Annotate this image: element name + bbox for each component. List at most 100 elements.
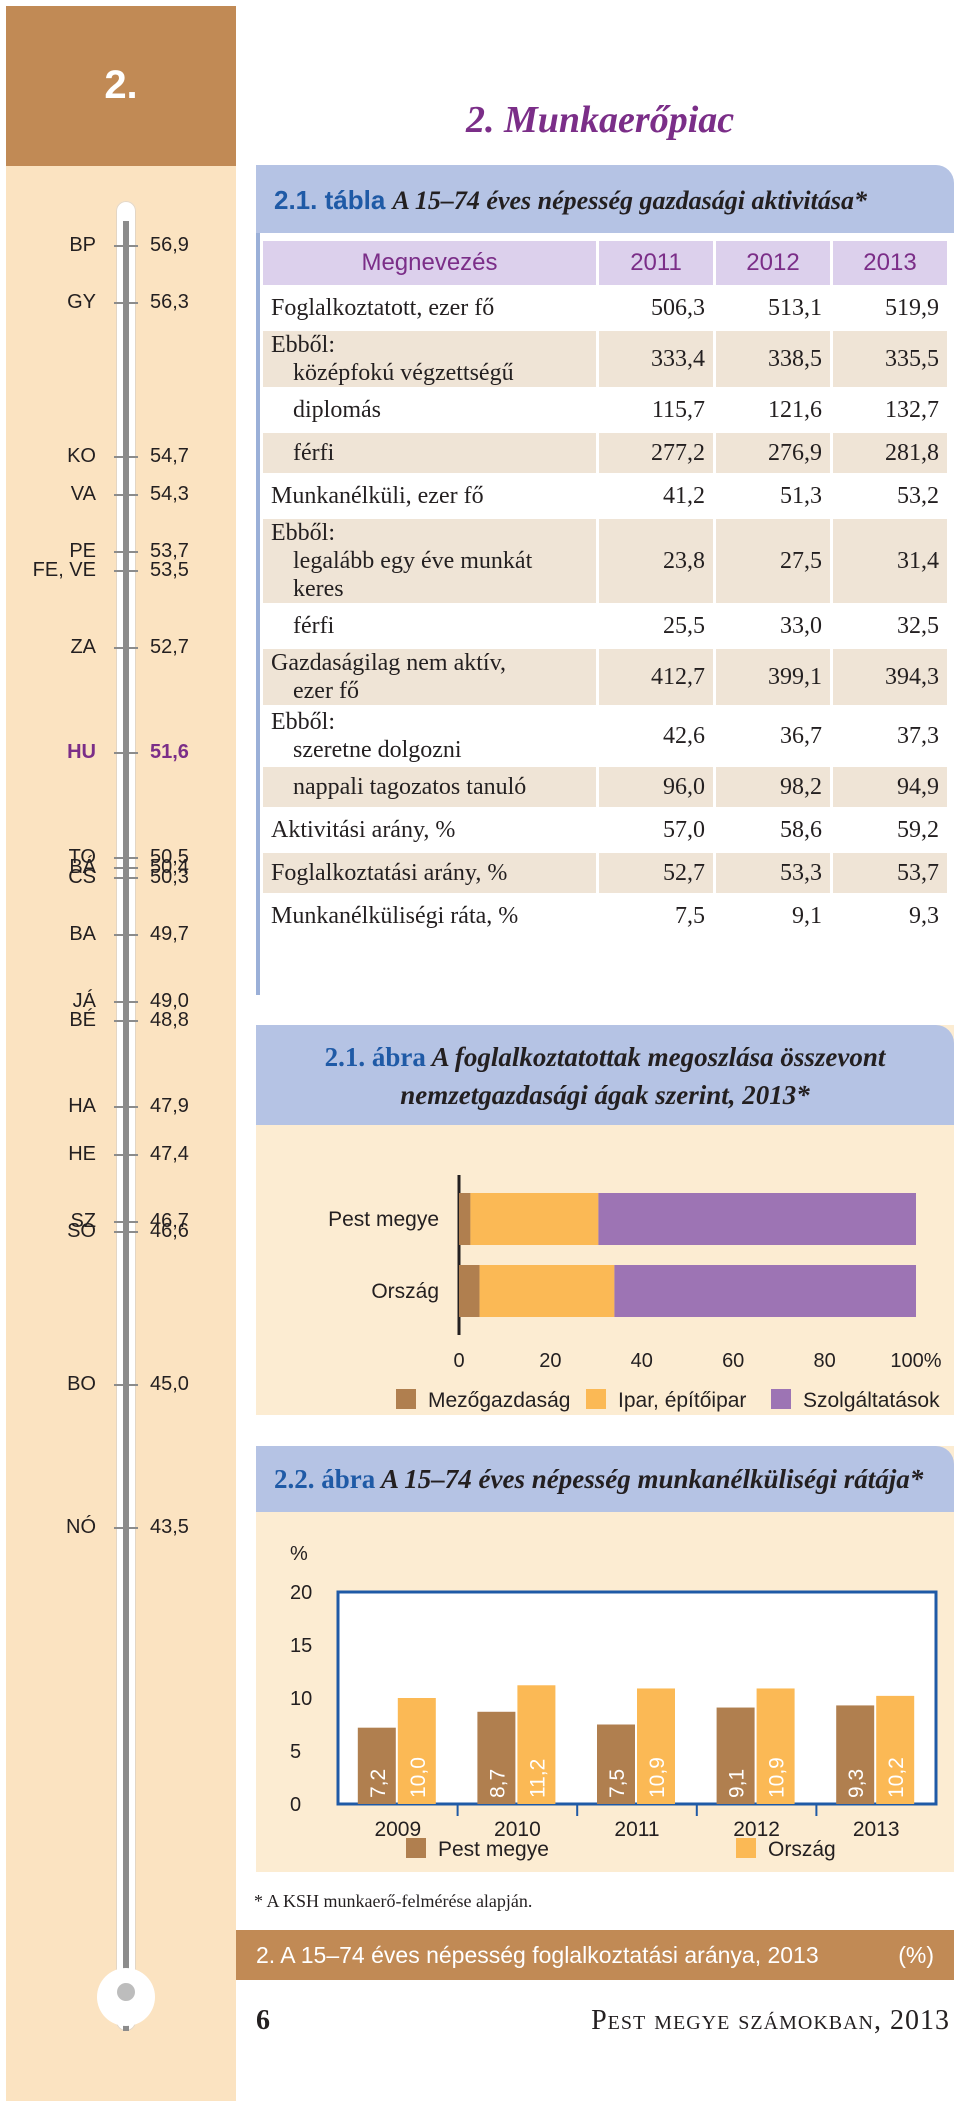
row-label-line: Ebből:: [271, 332, 335, 358]
table-row: Ebből: szeretne dolgozni 42,6 36,7 37,3: [263, 708, 947, 764]
thermometer-mark: TO 50,5: [6, 846, 236, 870]
bar-segment: [459, 1265, 480, 1317]
legend-swatch: [396, 1389, 416, 1409]
bar: [397, 1698, 436, 1804]
tick-mark: [114, 1106, 138, 1109]
cell: 51,3: [780, 482, 822, 509]
figure-2-1: 2.1. ábra A foglalkoztatottak megoszlása…: [256, 1025, 954, 1415]
tick-mark: [114, 570, 138, 573]
header-2013: 2013: [833, 241, 947, 285]
county-value: 49,0: [150, 990, 189, 1013]
row-label-line: szeretne dolgozni: [293, 737, 462, 763]
cell: 277,2: [599, 433, 713, 473]
county-code: CS: [68, 865, 96, 888]
legend-swatch: [586, 1389, 606, 1409]
tick-mark: [114, 857, 138, 860]
category-label: Ország: [371, 1280, 439, 1303]
row-label: nappali tagozatos tanuló: [263, 767, 596, 807]
bar-value-label: 7,5: [606, 1769, 629, 1798]
figure-2-2-title: 2.2. ábra A 15–74 éves népesség munkanél…: [274, 1460, 923, 1498]
table-title-text: A 15–74 éves népesség gazdasági aktivitá…: [392, 186, 867, 215]
county-code: HE: [68, 1143, 96, 1166]
tick-mark: [114, 455, 138, 458]
table-row: Ebből: középfokú végzettségű 333,4 338,5 …: [263, 331, 947, 387]
county-value: 46,7: [150, 1210, 189, 1233]
x-tick-label: 100%: [890, 1350, 941, 1372]
cell: 31,4: [833, 519, 947, 603]
thermometer-mark: BO 45,0: [6, 1373, 236, 1397]
row-label: Ebből: legalább egy éve munkát keres: [263, 519, 596, 603]
row-label: Ebből: szeretne dolgozni: [263, 708, 596, 764]
bar: [716, 1707, 755, 1804]
county-code: SZ: [70, 1210, 96, 1233]
tick-mark: [114, 1230, 138, 1233]
cell: 335,5: [833, 331, 947, 387]
cell: 7,5: [675, 902, 705, 929]
row-label-line: keres: [293, 576, 344, 602]
sidebar: 2. BP 56,9 GY 56,3 KO 54,7 VA 54,3 PE 53,7 FE, VE 5…: [6, 6, 236, 2101]
figure-2-1-title-line2: nemzetgazdasági ágak szerint, 2013*: [400, 1080, 810, 1110]
x-tick-label: 2011: [614, 1818, 659, 1841]
tick-mark: [114, 551, 138, 554]
thermometer-mark: HU 51,6: [6, 741, 236, 765]
cell: 513,1: [768, 294, 822, 321]
thermometer-bulb-center: [117, 1983, 135, 2001]
table-row: Gazdaságilag nem aktív, ezer fő 412,7 399…: [263, 649, 947, 705]
thermometer-mark: NÓ 43,5: [6, 1516, 236, 1540]
page-title: 2. Munkaerőpiac: [466, 99, 735, 141]
cell: 32,5: [897, 612, 939, 639]
row-label: Foglalkoztatási arány, %: [263, 853, 596, 893]
legend-swatch: [406, 1838, 426, 1858]
thermometer-scale-line: [123, 221, 129, 2031]
row-label: férfi: [293, 612, 335, 639]
header-2011: 2011: [599, 241, 713, 285]
county-code: GY: [67, 291, 96, 314]
cell: 27,5: [716, 519, 830, 603]
table-title: 2.1. tábla A 15–74 éves népesség gazdasá…: [274, 185, 867, 216]
bar: [637, 1688, 675, 1804]
thermometer-mark: BA 49,7: [6, 923, 236, 947]
thermometer-mark: ZA 52,7: [6, 636, 236, 660]
bar-segment: [470, 1193, 599, 1245]
county-value: 47,9: [150, 1095, 189, 1118]
county-code: BO: [67, 1372, 96, 1395]
cell: 9,3: [909, 902, 939, 929]
county-code: NÓ: [66, 1516, 96, 1539]
figure-2-1-label: 2.1. ábra: [324, 1042, 426, 1072]
thermometer-caption-bar: 2. A 15–74 éves népesség foglalkoztatási…: [236, 1930, 954, 1980]
county-value: 43,5: [150, 1516, 189, 1539]
thermometer-mark: GY 56,3: [6, 291, 236, 315]
tick-mark: [114, 752, 138, 755]
bar: [357, 1727, 396, 1804]
cell: 132,7: [885, 396, 939, 423]
table-row: Foglalkoztatott, ezer fő 506,3 513,1 519…: [263, 288, 947, 328]
cell: 53,3: [716, 853, 830, 893]
bar-value-label: 10,9: [766, 1757, 789, 1798]
bar-value-label: 10,2: [885, 1757, 908, 1798]
x-tick-label: 2010: [494, 1818, 541, 1841]
cell: 42,6: [663, 722, 705, 749]
county-code: TO: [68, 846, 96, 869]
county-value: 48,8: [150, 1009, 189, 1032]
x-tick-label: 60: [722, 1350, 744, 1372]
row-label: Munkanélküli, ezer fő: [271, 482, 484, 509]
table-row: férfi 277,2 276,9 281,8: [263, 433, 947, 473]
row-label: diplomás: [293, 396, 381, 423]
cell: 33,0: [780, 612, 822, 639]
thermometer-mark: PE 53,7: [6, 540, 236, 564]
table-row: diplomás 115,7 121,6 132,7: [263, 390, 947, 430]
thermometer-mark: BÉ 48,8: [6, 1009, 236, 1033]
tick-mark: [114, 1527, 138, 1530]
figure-2-2-title-text: A 15–74 éves népesség munkanélküliségi r…: [381, 1464, 924, 1494]
county-code: BÁ: [69, 856, 96, 879]
row-label-line: ezer fő: [293, 678, 359, 704]
legend-label: Mezőgazdaság: [428, 1389, 570, 1412]
row-label-line: Ebből:: [271, 520, 335, 546]
bar-segment: [598, 1193, 916, 1245]
cell: 9,1: [792, 902, 822, 929]
legend-label: Pest megye: [438, 1838, 549, 1861]
county-value: 51,6: [150, 741, 189, 764]
county-value: 50,4: [150, 856, 189, 879]
x-tick-label: 2012: [733, 1818, 780, 1841]
row-label-line: Gazdaságilag nem aktív,: [271, 650, 507, 676]
